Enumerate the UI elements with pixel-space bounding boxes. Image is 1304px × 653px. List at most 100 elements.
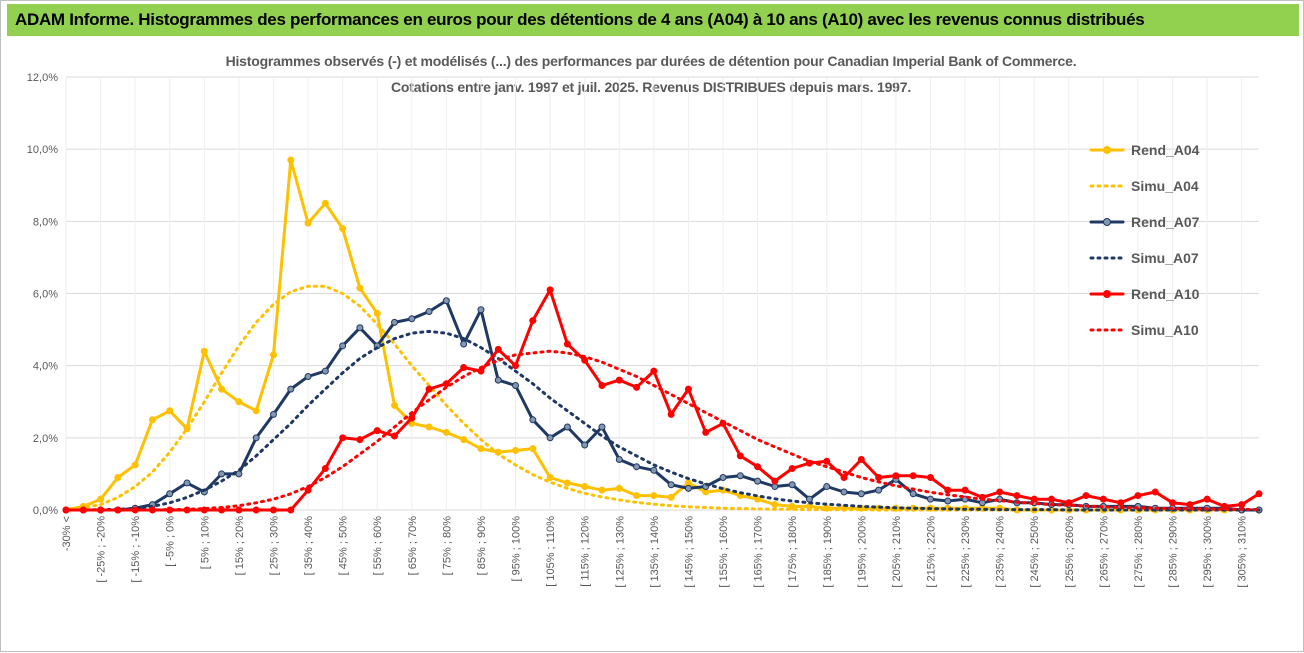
data-point	[788, 465, 796, 473]
data-point	[736, 452, 744, 460]
data-point	[788, 481, 796, 489]
data-point	[615, 455, 623, 463]
data-point	[1255, 490, 1263, 498]
y-tick-label: 2,0%	[33, 433, 58, 445]
x-tick-label: [ 65% ; 70%	[407, 516, 419, 576]
data-point	[1099, 495, 1107, 503]
legend-label: Rend_A04	[1131, 142, 1200, 158]
series-line-rend-a10	[64, 288, 1261, 512]
data-point	[356, 284, 364, 292]
data-point	[408, 315, 416, 323]
data-point	[391, 432, 399, 440]
data-point	[684, 484, 692, 492]
report-banner: ADAM Informe. Histogrammes des performan…	[7, 4, 1299, 36]
data-point	[650, 466, 658, 474]
data-point	[97, 495, 105, 503]
x-tick-label: [ 145% ; 150%	[683, 516, 695, 588]
legend-marker	[1103, 290, 1111, 298]
data-point	[875, 486, 883, 494]
data-point	[633, 383, 641, 391]
data-point	[546, 474, 554, 482]
data-point	[339, 434, 347, 442]
data-point	[667, 481, 675, 489]
x-tick-label: [ 15% ; 20%	[234, 516, 246, 576]
data-point	[892, 472, 900, 480]
x-tick-label: -30% <	[61, 516, 73, 551]
data-point	[252, 434, 260, 442]
data-point	[615, 484, 623, 492]
data-point	[183, 479, 191, 487]
data-point	[114, 474, 122, 482]
data-point	[148, 416, 156, 424]
data-point	[131, 461, 139, 469]
x-tick-label: [ 275% ; 280%	[1133, 516, 1145, 588]
data-point	[339, 342, 347, 350]
data-point	[650, 367, 658, 375]
data-point	[529, 416, 537, 424]
data-point	[442, 380, 450, 388]
data-point	[321, 367, 329, 375]
x-tick-label: [ 155% ; 160%	[718, 516, 730, 588]
data-point	[684, 385, 692, 393]
x-tick-label: [ 55% ; 60%	[372, 516, 384, 576]
series-line-rend-a04	[64, 158, 1261, 512]
data-point	[166, 490, 174, 498]
data-point	[633, 463, 641, 471]
data-point	[1238, 501, 1246, 509]
data-point	[512, 362, 520, 370]
data-point	[287, 506, 295, 514]
x-tick-label: [ -5% ; 0%	[165, 516, 177, 567]
data-point	[339, 225, 347, 233]
data-point	[598, 423, 606, 431]
x-tick-label: [ 295% ; 300%	[1202, 516, 1214, 588]
data-point	[546, 434, 554, 442]
y-tick-label: 4,0%	[33, 361, 58, 373]
data-point	[425, 385, 433, 393]
data-point	[875, 474, 883, 482]
x-tick-label: [ 215% ; 220%	[925, 516, 937, 588]
data-point	[460, 363, 468, 371]
series-line-simu-a10	[64, 349, 1261, 512]
data-point	[926, 474, 934, 482]
x-tick-label: [ 165% ; 170%	[753, 516, 765, 588]
x-tick-label: [ 285% ; 290%	[1168, 516, 1180, 588]
data-point	[287, 156, 295, 164]
data-point	[1082, 492, 1090, 500]
data-point	[218, 385, 226, 393]
data-point	[823, 457, 831, 465]
data-point	[840, 474, 848, 482]
data-point	[425, 308, 433, 316]
data-point	[269, 410, 277, 418]
data-point	[1030, 495, 1038, 503]
x-tick-label: [ 95% ; 100%	[511, 516, 523, 582]
x-tick-label: [ 255% ; 260%	[1064, 516, 1076, 588]
legend-label: Simu_A07	[1131, 250, 1199, 266]
data-point	[200, 347, 208, 355]
data-point	[425, 423, 433, 431]
data-point	[166, 407, 174, 415]
x-tick-label: [ 305% ; 310%	[1237, 516, 1249, 588]
legend-label: Simu_A04	[1131, 178, 1199, 194]
data-point	[304, 372, 312, 380]
data-point	[926, 495, 934, 503]
data-point	[771, 501, 779, 509]
data-point	[650, 492, 658, 500]
data-point	[615, 376, 623, 384]
legend-marker	[1103, 146, 1111, 154]
x-tick-label: [ -25% ; -20%	[96, 516, 108, 583]
data-point	[442, 428, 450, 436]
data-point	[391, 318, 399, 326]
data-point	[805, 495, 813, 503]
x-tick-label: [ 265% ; 270%	[1098, 516, 1110, 588]
data-point	[633, 492, 641, 500]
chart-title: Histogrammes observés (-) et modélisés (…	[225, 53, 1077, 69]
data-point	[356, 324, 364, 332]
x-tick-label: [ 105% ; 110%	[545, 516, 557, 587]
data-point	[754, 477, 762, 485]
data-point	[563, 340, 571, 348]
data-point	[581, 356, 589, 364]
legend-label: Rend_A07	[1131, 214, 1200, 230]
data-point	[581, 441, 589, 449]
x-tick-label: [ 185% ; 190%	[822, 516, 834, 588]
